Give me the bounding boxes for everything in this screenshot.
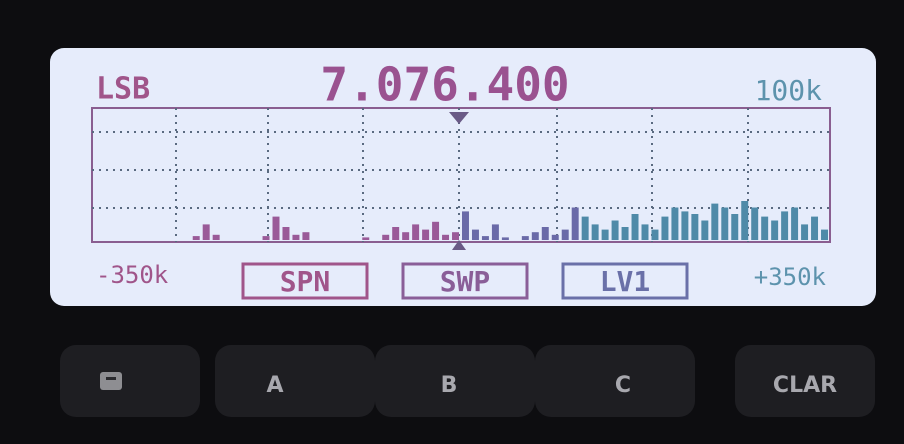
spectrum-bar — [632, 214, 639, 240]
spectrum-bar — [671, 208, 678, 241]
spectrum-bar — [392, 227, 399, 240]
spectrum-bar — [602, 230, 609, 240]
button-label: A — [266, 373, 283, 398]
softkey-label: LV1 — [600, 265, 651, 298]
spectrum-bar — [492, 224, 499, 240]
spectrum-bar — [522, 236, 529, 240]
spectrum-bar — [582, 217, 589, 240]
spectrum-bar — [592, 224, 599, 240]
spectrum-bar — [651, 230, 658, 240]
button — [60, 345, 200, 417]
spectrum-bar — [622, 227, 629, 240]
spectrum-bar — [532, 232, 539, 240]
softkey-label: SWP — [440, 265, 491, 298]
spectrum-bar — [741, 201, 748, 240]
spectrum-bar — [282, 227, 289, 240]
spectrum-bar — [382, 235, 389, 240]
spectrum-bar — [193, 236, 200, 240]
button-label: C — [615, 373, 631, 398]
spectrum-bar — [482, 236, 489, 240]
spectrum-bar — [362, 237, 369, 240]
spectrum-bar — [701, 221, 708, 241]
spectrum-bar — [612, 221, 619, 241]
scope: LSB 7.076.400 100k -350k +350k SPN SWP LV1… — [0, 0, 904, 444]
softkey-label: SPN — [280, 265, 331, 298]
spectrum-bar — [642, 224, 649, 240]
spectrum-bar — [811, 217, 818, 240]
button — [215, 345, 375, 417]
spectrum-bar — [801, 224, 808, 240]
frequency: 7.076.400 — [320, 58, 569, 112]
spectrum-bar — [761, 217, 768, 240]
spectrum-bar — [771, 221, 778, 241]
mode: LSB — [96, 72, 150, 107]
spectrum-bar — [542, 227, 549, 240]
spectrum-bar — [422, 230, 429, 240]
spectrum-bar — [402, 232, 409, 240]
buttons: A B C CLAR — [60, 345, 875, 417]
spectrum-bar — [562, 230, 569, 240]
spectrum-bar — [213, 235, 220, 240]
softkeys: SPN SWP LV1 — [243, 264, 687, 298]
spectrum-bar — [731, 214, 738, 240]
spectrum-bar — [572, 208, 579, 241]
spectrum-bar — [821, 230, 828, 240]
spectrum-bar — [263, 236, 270, 240]
spectrum-bar — [502, 237, 509, 240]
right-edge: +350k — [754, 263, 827, 291]
spectrum-bar — [751, 208, 758, 241]
left-edge: -350k — [96, 261, 169, 289]
spectrum-bar — [432, 222, 439, 240]
spectrum-bar — [462, 211, 469, 240]
radio-screen: LSB 7.076.400 100k -350k +350k SPN SWP LV1… — [0, 0, 904, 444]
spectrum-bar — [273, 217, 280, 240]
spectrum-bar — [442, 235, 449, 240]
spectrum-bar — [412, 224, 419, 240]
span: 100k — [755, 74, 823, 107]
spectrum-bar — [472, 230, 479, 240]
button-label: CLAR — [773, 373, 837, 398]
spectrum-bar — [452, 232, 459, 240]
spectrum-bar — [552, 235, 559, 240]
spectrum-bar — [791, 208, 798, 241]
spectrum-bar — [302, 232, 309, 240]
spectrum-bar — [661, 217, 668, 240]
button-label: B — [441, 373, 458, 398]
spectrum-bar — [292, 235, 299, 240]
f-icon — [100, 372, 122, 390]
spectrum-bar — [203, 224, 210, 240]
spectrum-bar — [691, 214, 698, 240]
spectrum-bar — [711, 204, 718, 240]
spectrum-bar — [781, 211, 788, 240]
spectrum-bar — [681, 211, 688, 240]
spectrum-bar — [721, 208, 728, 241]
